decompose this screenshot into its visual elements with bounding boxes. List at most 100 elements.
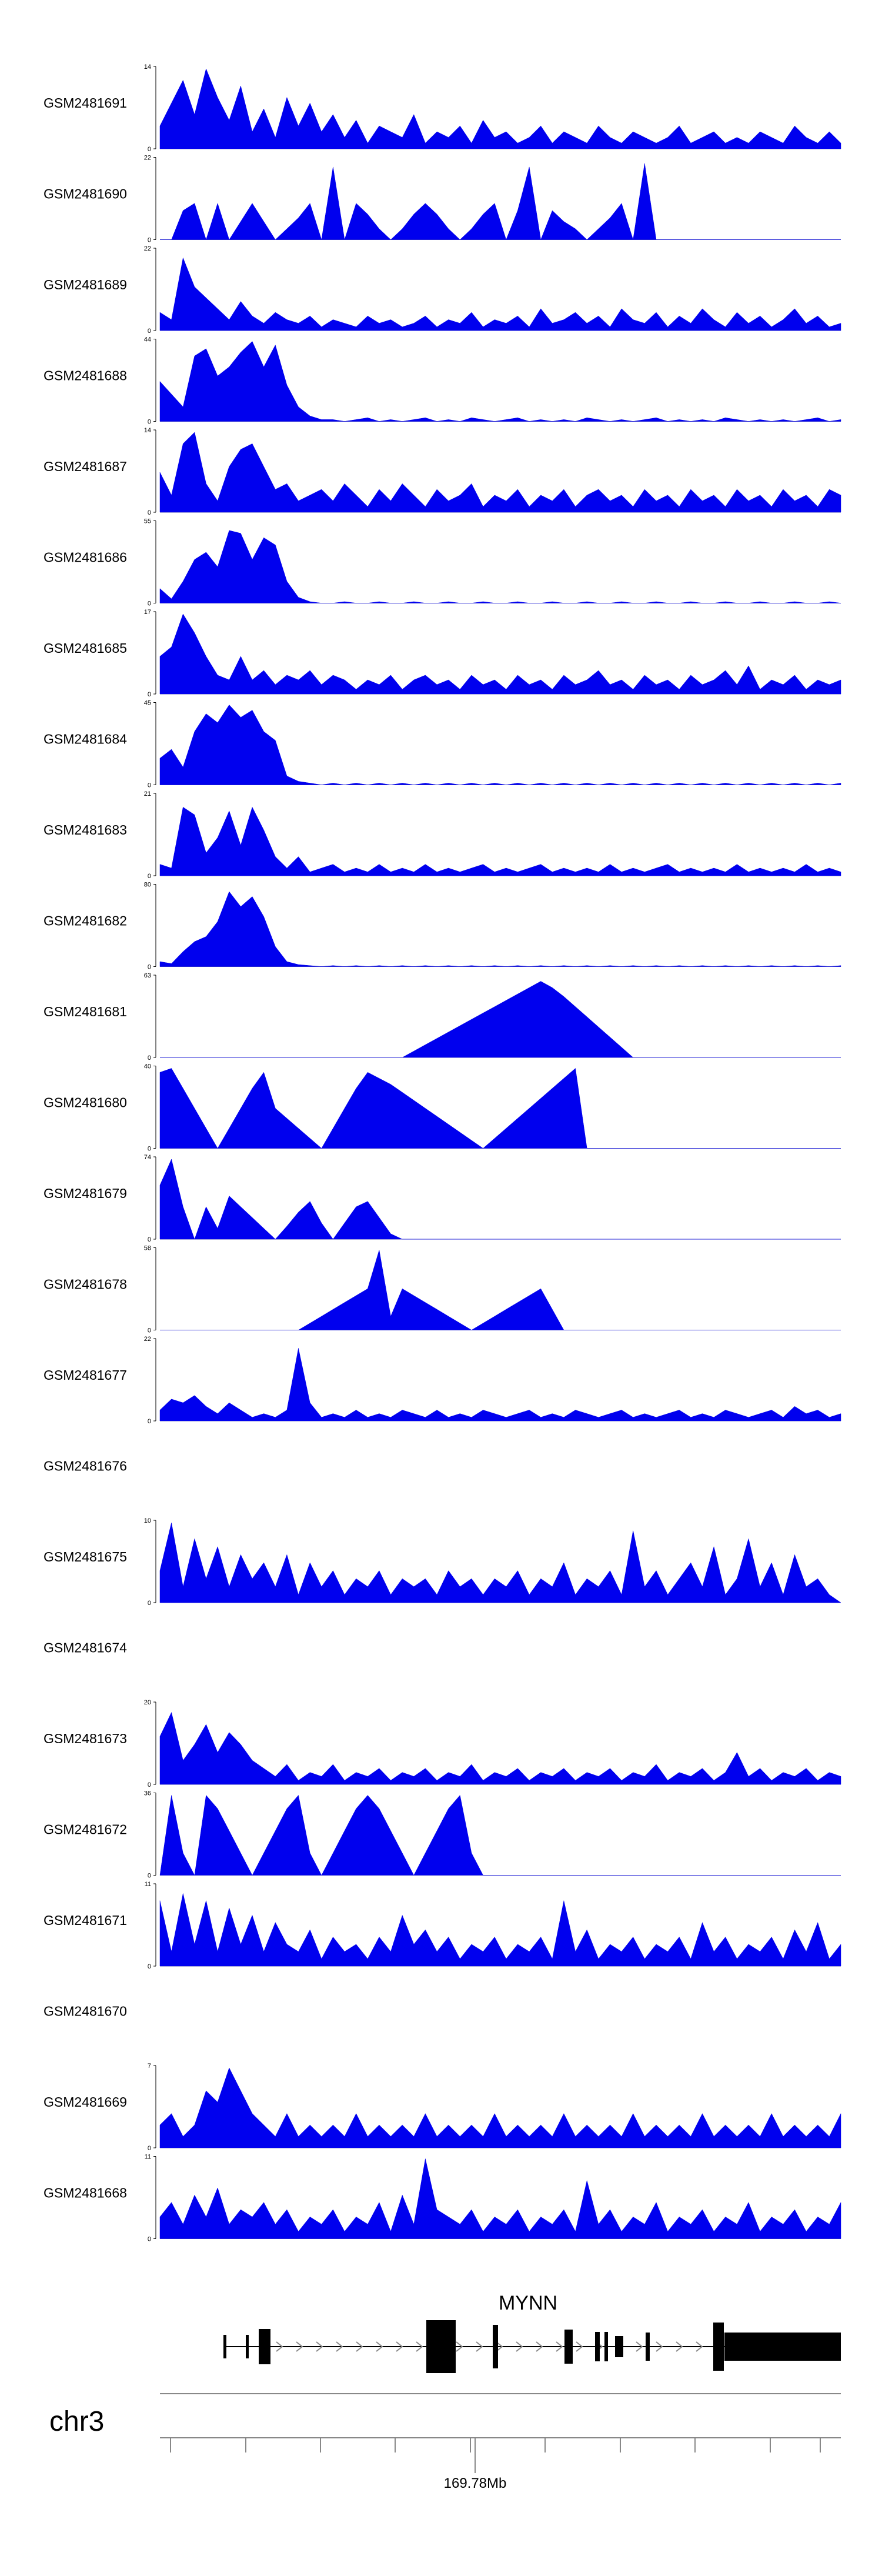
coverage-area (159, 68, 841, 149)
track-GSM2481668: GSM2481668 11 0 (44, 2154, 841, 2243)
track-GSM2481676: GSM2481676 (44, 1459, 127, 1474)
track-GSM2481684: GSM2481684 45 0 (44, 700, 841, 789)
track-label: GSM2481684 (44, 732, 127, 747)
y-tick-label-min: 0 (148, 1236, 151, 1243)
y-tick-label-max: 11 (145, 1881, 151, 1888)
track-GSM2481690: GSM2481690 22 0 (44, 155, 841, 244)
coverage-area (159, 432, 841, 513)
strand-arrow (296, 2341, 303, 2352)
y-tick-label-min: 0 (148, 1781, 151, 1788)
coverage-area (159, 1522, 841, 1603)
track-label: GSM2481680 (44, 1095, 127, 1110)
track-label: GSM2481668 (44, 2185, 127, 2201)
y-tick-label-min: 0 (148, 2236, 151, 2243)
track-label: GSM2481678 (44, 1277, 127, 1292)
track-label: GSM2481677 (44, 1367, 127, 1383)
track-label: GSM2481671 (44, 1913, 127, 1928)
y-tick-label-min: 0 (148, 1418, 151, 1425)
y-tick-label-min: 0 (148, 1600, 151, 1607)
y-tick-label-min: 0 (148, 1055, 151, 1062)
gene-exon (246, 2335, 249, 2358)
coverage-area (159, 1068, 841, 1149)
y-tick-label-min: 0 (148, 2145, 151, 2152)
y-tick-label-max: 17 (144, 609, 151, 616)
y-tick-label-min: 0 (148, 419, 151, 426)
track-GSM2481680: GSM2481680 40 0 (44, 1063, 841, 1153)
track-GSM2481671: GSM2481671 11 0 (44, 1881, 841, 1970)
strand-arrow (396, 2341, 403, 2352)
strand-arrow (476, 2341, 483, 2352)
track-label: GSM2481690 (44, 186, 127, 202)
track-GSM2481683: GSM2481683 21 0 (44, 790, 841, 880)
track-label: GSM2481673 (44, 1731, 127, 1746)
track-GSM2481691: GSM2481691 14 0 (44, 64, 841, 153)
strand-arrow (656, 2341, 663, 2352)
coverage-area (159, 1159, 841, 1240)
gene-exon (713, 2323, 724, 2371)
track-label: GSM2481685 (44, 640, 127, 656)
y-tick-label-min: 0 (148, 1327, 151, 1334)
gene-exon (259, 2329, 270, 2364)
track-GSM2481672: GSM2481672 36 0 (44, 1790, 841, 1880)
track-GSM2481678: GSM2481678 58 0 (44, 1245, 841, 1334)
track-label: GSM2481686 (44, 550, 127, 565)
strand-arrow (336, 2341, 343, 2352)
coverage-area (159, 530, 841, 603)
gene-model: MYNN (223, 2292, 841, 2373)
coverage-area (159, 341, 841, 422)
y-tick-label-max: 22 (144, 1336, 151, 1343)
y-tick-label-min: 0 (148, 600, 151, 608)
genome-axis-tick-label: 169.78Mb (444, 2475, 507, 2491)
strand-arrow (416, 2341, 423, 2352)
y-tick-label-min: 0 (148, 1146, 151, 1153)
track-GSM2481677: GSM2481677 22 0 (44, 1336, 841, 1425)
chromosome-axis: chr3 169.78Mb (49, 2393, 841, 2491)
chromosome-label: chr3 (49, 2406, 104, 2437)
track-GSM2481670: GSM2481670 (44, 2004, 127, 2019)
gene-label: MYNN (499, 2292, 557, 2314)
gene-exon (615, 2336, 623, 2357)
y-tick-label-max: 20 (144, 1699, 151, 1706)
strand-arrow (456, 2341, 463, 2352)
strand-arrow (556, 2341, 563, 2352)
coverage-area (159, 2067, 841, 2148)
coverage-area (159, 1711, 841, 1785)
gene-exon (724, 2333, 841, 2361)
y-tick-label-min: 0 (148, 146, 151, 153)
track-GSM2481673: GSM2481673 20 0 (44, 1699, 841, 1788)
track-label: GSM2481688 (44, 368, 127, 383)
coverage-area (159, 806, 841, 876)
y-tick-label-max: 7 (148, 2063, 151, 2070)
y-tick-label-min: 0 (148, 328, 151, 335)
track-GSM2481679: GSM2481679 74 0 (44, 1154, 841, 1243)
track-GSM2481686: GSM2481686 55 0 (44, 518, 841, 608)
coverage-area (160, 1250, 841, 1330)
y-tick-label-max: 36 (144, 1790, 151, 1797)
y-tick-label-max: 40 (144, 1063, 151, 1070)
strand-arrow (536, 2341, 543, 2352)
strand-arrow (376, 2341, 383, 2352)
coverage-area (159, 1348, 841, 1422)
y-tick-label-min: 0 (148, 782, 151, 789)
track-GSM2481688: GSM2481688 44 0 (44, 336, 841, 426)
y-tick-label-max: 45 (144, 700, 151, 707)
y-tick-label-max: 74 (144, 1154, 151, 1161)
coverage-area (159, 257, 841, 331)
track-label: GSM2481679 (44, 1186, 127, 1201)
gene-exon (223, 2335, 226, 2358)
coverage-area (159, 1893, 841, 1967)
gene-exon (595, 2332, 600, 2361)
strand-arrow (636, 2341, 643, 2352)
y-tick-label-max: 44 (144, 336, 151, 343)
track-label: GSM2481674 (44, 1640, 127, 1656)
track-label: GSM2481672 (44, 1822, 127, 1837)
strand-arrow (576, 2341, 583, 2352)
track-label: GSM2481676 (44, 1459, 127, 1474)
coverage-area (159, 705, 841, 785)
y-tick-label-min: 0 (148, 237, 151, 244)
gene-exon (493, 2325, 498, 2368)
gene-exon (604, 2332, 608, 2361)
y-tick-label-max: 10 (144, 1517, 151, 1524)
track-label: GSM2481670 (44, 2004, 127, 2019)
y-tick-label-min: 0 (148, 1873, 151, 1880)
